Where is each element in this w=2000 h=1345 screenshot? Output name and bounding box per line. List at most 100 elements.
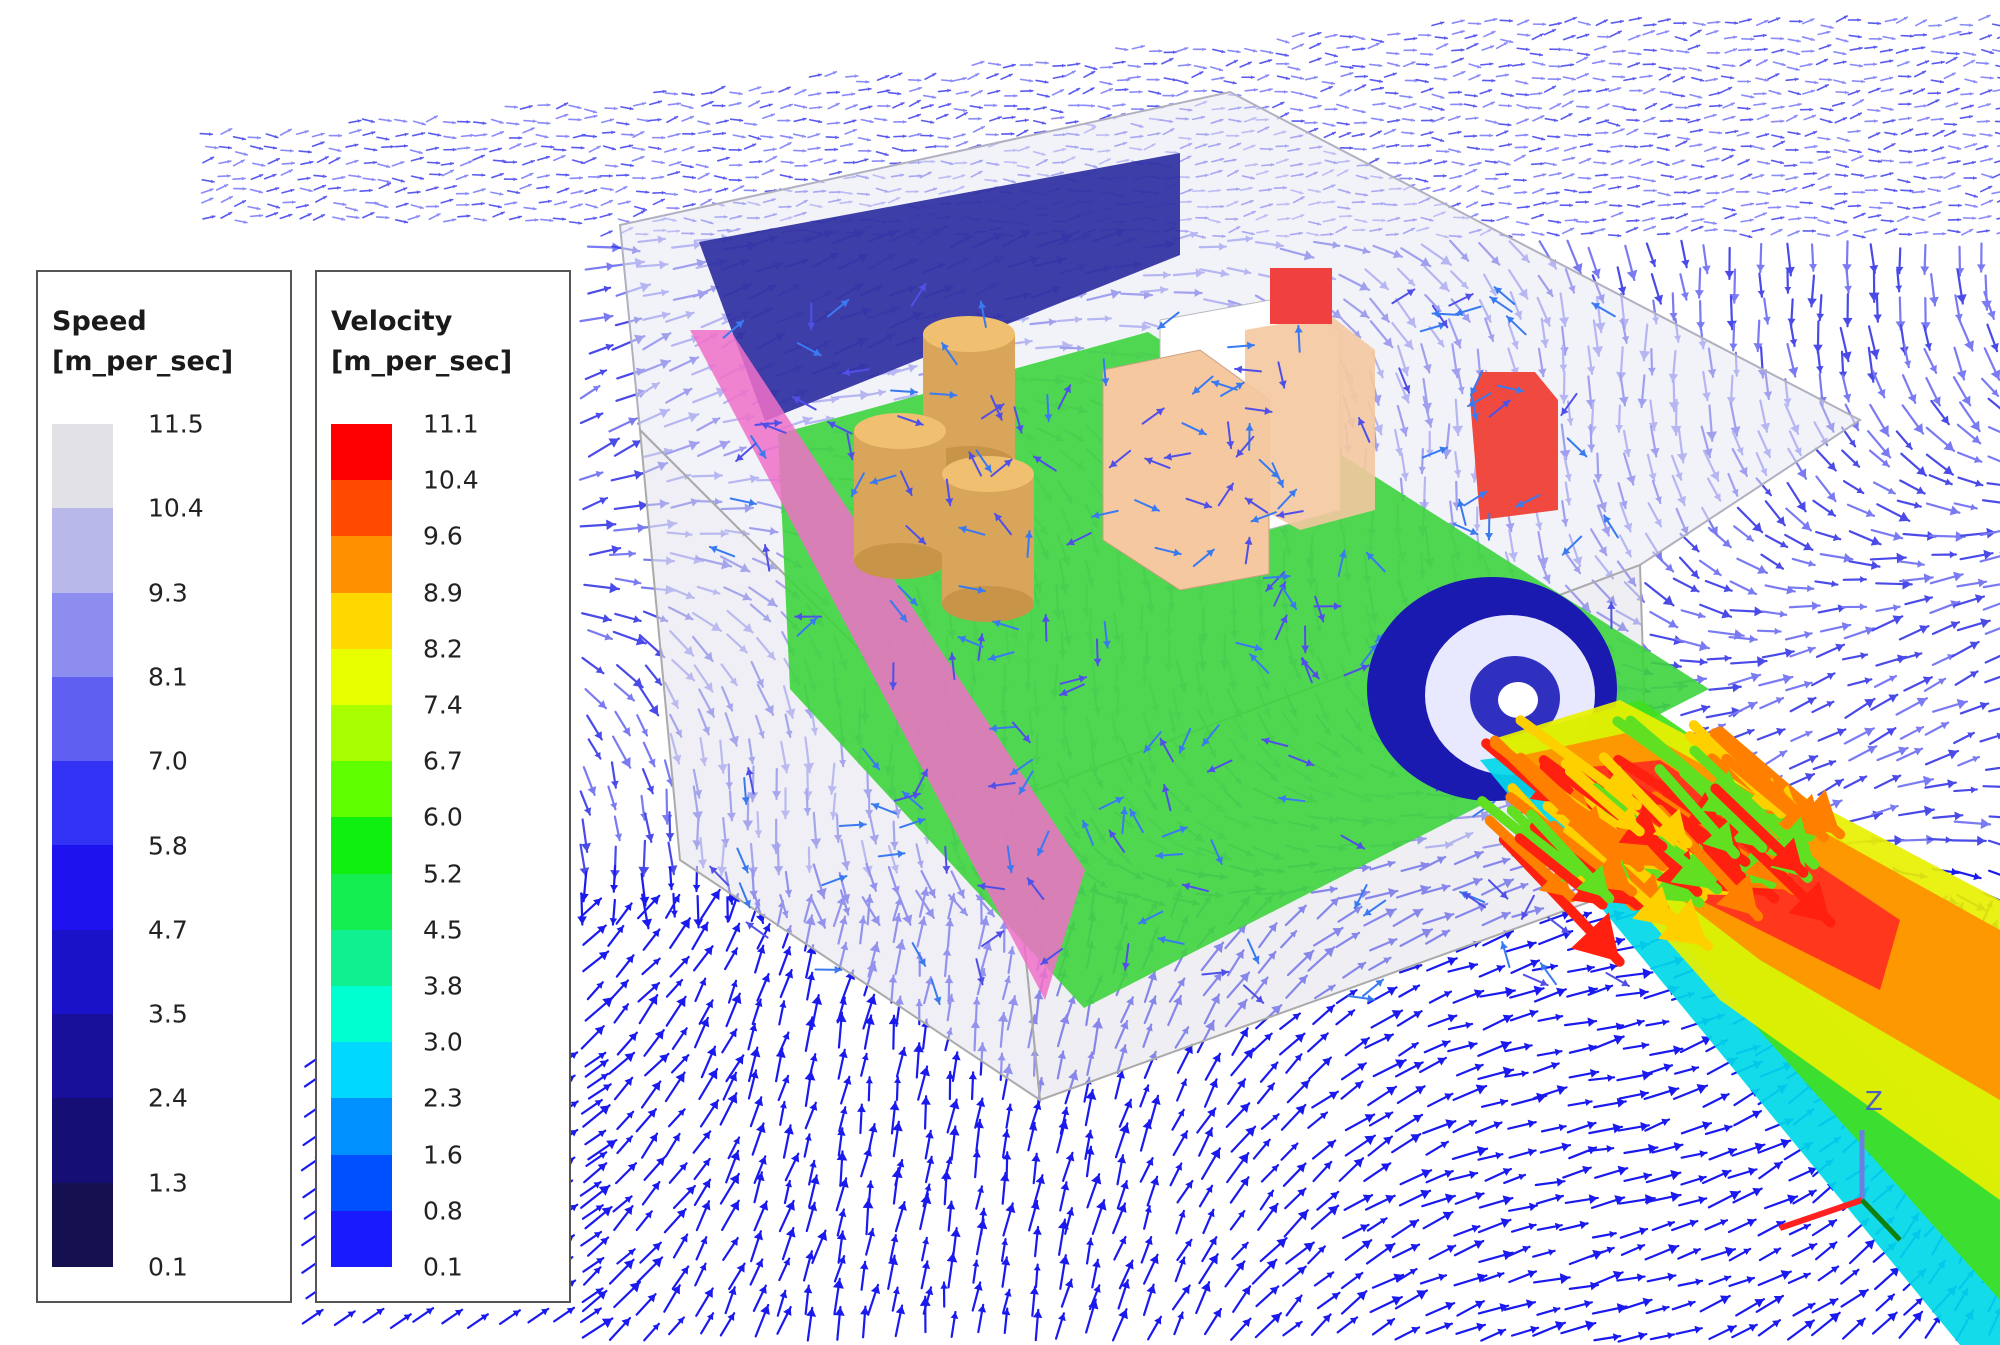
flow-arrow-head <box>1873 45 1877 50</box>
flow-arrow-head <box>1285 61 1289 66</box>
flow-arrow-head <box>1718 130 1722 135</box>
flow-arrow-head <box>210 179 215 184</box>
flow-arrow-head <box>1461 71 1465 75</box>
flow-arrow-head <box>1424 179 1428 183</box>
flow-arrow-head <box>320 132 325 137</box>
flow-arrow-head <box>1541 137 1545 141</box>
flow-arrow-head <box>274 212 278 216</box>
flow-arrow-head <box>1797 216 1801 221</box>
flow-arrow-head <box>1430 118 1434 123</box>
flow-arrow-head <box>390 144 394 149</box>
flow-arrow-head <box>1986 103 1991 107</box>
flow-arrow-head <box>1780 135 1784 139</box>
flow-arrow-head <box>772 156 777 160</box>
flow-arrow-head <box>1844 173 1848 178</box>
flow-arrow-head <box>1108 81 1112 86</box>
flow-arrow-head <box>1829 107 1833 112</box>
flow-arrow-head <box>738 178 742 183</box>
flow-arrow-head <box>1696 118 1700 123</box>
flow-arrow-head <box>817 92 821 96</box>
flow-arrow-head <box>1873 119 1878 123</box>
flow-arrow-head <box>1810 183 1815 188</box>
flow-arrow-head <box>917 132 921 137</box>
flow-arrow-head <box>675 206 679 211</box>
flow-arrow-head <box>1632 76 1636 81</box>
flow-arrow-head <box>368 188 373 193</box>
flow-arrow-head <box>1988 133 1992 138</box>
flow-arrow-head <box>1698 143 1702 147</box>
flow-arrow-head <box>449 169 454 174</box>
flow-arrow-head <box>211 215 215 219</box>
flow-arrow-head <box>609 118 614 122</box>
flow-arrow-head <box>1878 37 1882 41</box>
flow-arrow-head <box>1491 31 1495 35</box>
flow-arrow-head <box>1091 103 1095 108</box>
flow-arrow-head <box>1636 204 1640 209</box>
flow-arrow-head <box>993 103 997 108</box>
flow-arrow-head <box>1221 49 1225 54</box>
flow-arrow-head <box>1284 53 1289 57</box>
flow-arrow-head <box>228 196 233 200</box>
flow-arrow-head <box>1029 78 1033 83</box>
flow-arrow-head <box>1697 68 1702 72</box>
flow-arrow-head <box>1698 95 1702 99</box>
flow-arrow-head <box>1569 203 1573 208</box>
flow-arrow-head <box>1697 30 1702 34</box>
flow-arrow-head <box>1540 232 1544 237</box>
flow-arrow-head <box>816 146 821 151</box>
flow-arrow-head <box>1989 76 1994 80</box>
flow-arrow-head <box>274 134 278 139</box>
flow-arrow-head <box>755 100 760 105</box>
flow-arrow-head <box>1793 163 1797 168</box>
flow-arrow-head <box>1427 159 1432 163</box>
flow-arrow-head <box>1809 201 1813 205</box>
flow-arrow-head <box>1504 215 1509 220</box>
flow-arrow-head <box>1952 130 1956 134</box>
flow-arrow-head <box>1218 67 1223 72</box>
flow-arrow-head <box>1187 63 1191 67</box>
flow-arrow-head <box>1937 23 1942 28</box>
flow-arrow-head <box>1780 105 1784 110</box>
flow-arrow-head <box>1507 122 1511 127</box>
flow-arrow-head <box>1682 66 1687 71</box>
flow-arrow-head <box>1870 560 1880 570</box>
flow-arrow-head <box>1686 136 1690 141</box>
flow-arrow-head <box>1413 161 1417 166</box>
flow-arrow-head <box>1696 189 1700 193</box>
flow-arrow-head <box>468 160 472 164</box>
flow-arrow-head <box>209 188 213 192</box>
flow-arrow-head <box>258 189 263 194</box>
flow-arrow-head <box>1935 99 1939 103</box>
flow-arrow-head <box>1617 30 1622 35</box>
flow-arrow-head <box>1425 62 1429 67</box>
flow-arrow-head <box>677 161 681 165</box>
flow-arrow-head <box>738 91 743 96</box>
flow-arrow-head <box>1718 103 1722 108</box>
flow-arrow-head <box>1652 103 1657 107</box>
flow-arrow-head <box>1730 75 1734 80</box>
flow-arrow-head <box>1811 114 1816 119</box>
flow-arrow-head <box>1782 673 1793 685</box>
flow-arrow-head <box>900 102 904 106</box>
flow-arrow-head <box>1490 147 1494 152</box>
flow-arrow-head <box>1780 119 1784 124</box>
flow-arrow-head <box>1619 19 1624 24</box>
flow-arrow-head <box>1906 179 1910 184</box>
flow-arrow-head <box>1586 52 1590 57</box>
flow-arrow-head <box>452 120 456 125</box>
flow-arrow-head <box>499 172 504 177</box>
flow-arrow-head <box>1666 18 1671 22</box>
flow-arrow-head <box>1748 173 1752 178</box>
flow-arrow-head <box>832 71 837 75</box>
flow-arrow-head <box>1956 294 1967 304</box>
flow-arrow-head <box>1747 18 1752 22</box>
flow-arrow-head <box>1713 227 1718 232</box>
flow-arrow-head <box>1842 51 1846 56</box>
flow-arrow-head <box>403 187 407 191</box>
flow-arrow-head <box>608 212 612 217</box>
flow-arrow-head <box>320 141 324 145</box>
flow-arrow-head <box>1525 47 1530 52</box>
flow-arrow-head <box>1155 77 1160 82</box>
flow-arrow-head <box>1411 184 1415 188</box>
flow-arrow-head <box>1426 186 1430 191</box>
